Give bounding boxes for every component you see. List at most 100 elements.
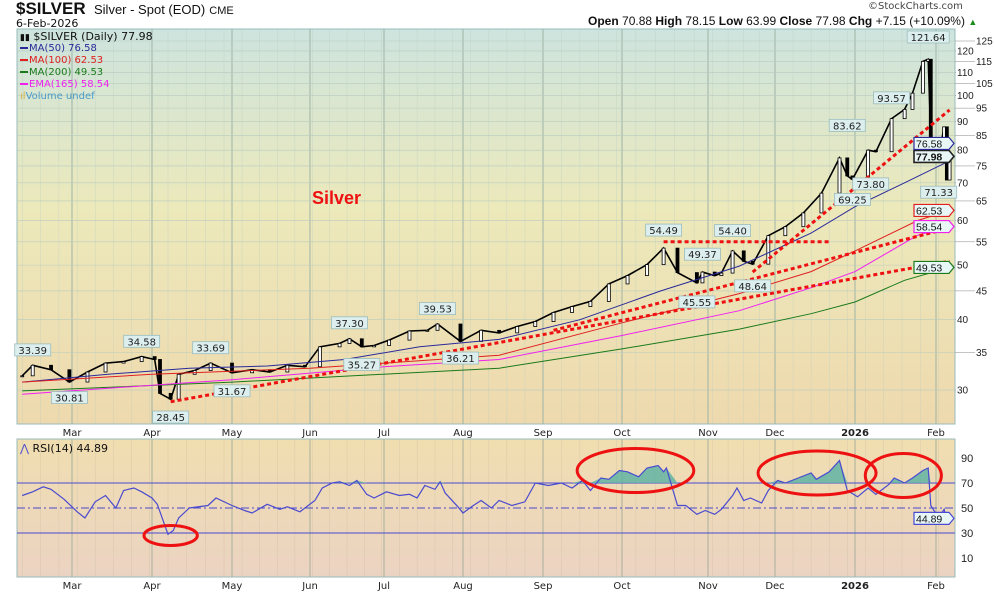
rsi-tick-label: 70 (961, 478, 973, 490)
x-tick-label: Apr (143, 581, 161, 592)
price-label-box (684, 247, 721, 261)
x-tick-label: Nov (698, 428, 718, 439)
price-label-text: 83.62 (833, 121, 862, 132)
price-candle (783, 226, 788, 237)
price-candle (661, 247, 666, 266)
price-label: 34.58 (123, 334, 161, 348)
price-candle (407, 330, 412, 341)
price-candle (359, 338, 364, 348)
trendline (170, 259, 950, 404)
price-label-text: 30.81 (55, 394, 84, 405)
price-label-box (213, 384, 251, 398)
price-label: 54.49 (645, 223, 683, 237)
price-candle (250, 369, 255, 374)
x-tick-label: Dec (765, 581, 784, 592)
ma100-last-tag-text: 62.53 (916, 205, 942, 217)
chart-date: 6-Feb-2026 (16, 17, 79, 30)
series-ma200 (22, 266, 950, 392)
price-candle (801, 212, 806, 228)
symbol-description: Silver - Spot (EOD) CME (94, 3, 234, 18)
price-label: 83.62 (828, 118, 866, 132)
legend-ma200-text: MA(200) 49.53 (29, 67, 104, 78)
ma100-last-tag-box (913, 203, 955, 218)
legend-price: ▮▮ $SILVER (Daily) 77.98 (20, 31, 153, 44)
x-tick-label: Sep (534, 581, 553, 592)
price-label-box (192, 341, 230, 355)
rsi-tick-label: 30 (961, 528, 973, 540)
x-tick-label: Oct (613, 581, 630, 592)
x-tick-label: 2026 (841, 581, 869, 592)
legend-price-text: $SILVER (Daily) 77.98 (33, 30, 153, 43)
price-candle (910, 92, 915, 110)
x-tick-label: Oct (613, 428, 630, 439)
rsi-last-tag-text: 44.89 (916, 513, 942, 525)
price-candle (675, 247, 680, 273)
price-candle (515, 326, 520, 334)
x-tick-label: Sep (534, 428, 553, 439)
price-label-text: 49.37 (688, 250, 717, 261)
open-label: Open (588, 14, 619, 28)
price-label-box (442, 351, 479, 365)
y-tick-label: 35 (976, 348, 988, 359)
rsi-overbought-fill (608, 470, 620, 483)
price-candle (208, 362, 213, 371)
rsi-overbought-fill (658, 465, 664, 483)
x-tick-label: Feb (927, 428, 945, 439)
rsi-overbought-fill (798, 473, 812, 483)
price-candle (168, 392, 173, 400)
ema165-last-tag-box (913, 219, 955, 234)
price-label-box (920, 185, 958, 199)
price-label-box (852, 177, 890, 191)
y-tick-label: 75 (976, 161, 988, 172)
x-tick-label: Aug (453, 428, 473, 439)
rsi-line-icon: ⋀ (20, 442, 30, 455)
price-candle (347, 338, 352, 344)
rsi-overbought-fill (619, 470, 628, 483)
x-tick-label: May (222, 581, 243, 592)
y-tick-label: 120 (957, 46, 974, 57)
x-tick-label: Mar (63, 581, 83, 592)
ema165-last-tag: 58.54 (913, 219, 955, 234)
price-label: 73.80 (852, 177, 890, 191)
x-tick-label: Apr (143, 428, 161, 439)
volume-bars-icon: ıl (20, 91, 26, 102)
x-tick-label: Jul (377, 428, 390, 439)
price-label-text: 45.55 (683, 298, 712, 309)
price-label-text: 54.40 (718, 226, 747, 237)
y-tick-label: 90 (957, 117, 969, 128)
price-candle (819, 192, 824, 214)
price-candle (317, 346, 322, 368)
price-last-tag-box (913, 149, 956, 164)
price-candle (766, 235, 771, 265)
price-candle (158, 359, 162, 394)
rsi-overbought-fill (356, 480, 367, 483)
x-tick-label: Jun (301, 428, 318, 439)
price-candle (230, 362, 234, 374)
price-candle (67, 369, 72, 383)
legend-ma100: MA(100) 62.53 (20, 55, 103, 67)
price-label: 69.25 (834, 193, 871, 206)
exchange-label: CME (209, 5, 234, 17)
y-tick-label: 55 (976, 237, 988, 248)
ma50-last-tag: 76.58 (913, 136, 955, 150)
highlight-ellipse (863, 452, 943, 499)
rsi-overbought-fill (638, 468, 647, 483)
y-tick-label: 110 (957, 68, 973, 79)
rsi-tick-label: 10 (961, 553, 973, 565)
price-candle (372, 345, 377, 348)
price-candle (435, 323, 440, 331)
price-candle (837, 157, 842, 194)
legend-rsi-text: RSI(14) 44.89 (32, 442, 108, 455)
price-candle (606, 283, 611, 302)
rsi-overbought-fill (922, 468, 929, 483)
price-candle (730, 250, 735, 274)
price-label-text: 36.21 (446, 354, 475, 365)
price-last-tag: 77.98 (913, 149, 956, 164)
price-candle (497, 329, 502, 334)
chg-value: +7.15 (+10.09%) (875, 14, 965, 28)
line-swatch-icon (20, 71, 28, 73)
price-candle (750, 260, 755, 265)
legend-volume-text: Volume undef (25, 91, 95, 102)
y-tick-label: 40 (957, 315, 969, 326)
